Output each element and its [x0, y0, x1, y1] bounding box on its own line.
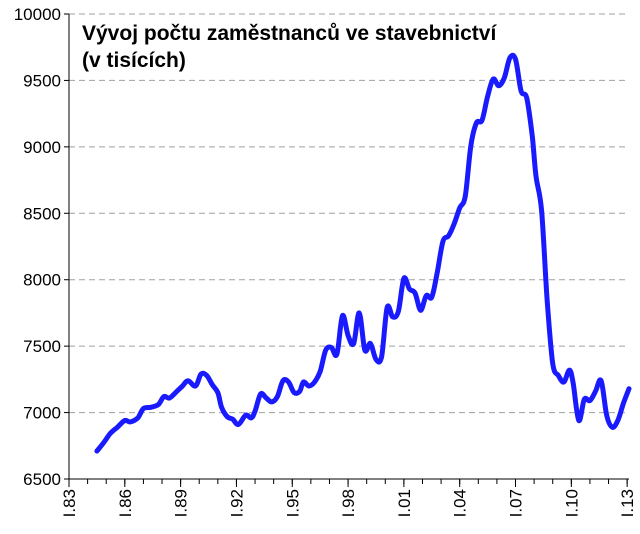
x-tick-label: I.89: [172, 489, 191, 517]
chart-title: Vývoj počtu zaměstnanců ve stavebnictví …: [82, 22, 497, 72]
x-tick-label: I.83: [60, 489, 79, 517]
axes: [64, 13, 629, 487]
x-tick-label: I.98: [339, 489, 358, 517]
grid-lines: [69, 13, 629, 414]
x-tick-label: I.86: [116, 489, 135, 517]
series-line: [94, 52, 632, 454]
x-tick-label: I.10: [562, 489, 581, 517]
x-tick-label: I.07: [507, 489, 526, 517]
chart-title-line-2: (v tisících): [82, 49, 186, 72]
x-tick-label: I.01: [395, 489, 414, 517]
y-tick-label: 6500: [23, 470, 61, 489]
chart-title-line-1: Vývoj počtu zaměstnanců ve stavebnictví: [82, 22, 497, 45]
y-tick-label: 9000: [23, 138, 61, 157]
x-tick-labels: I.83 I.86 I.89 I.92 I.95 I.98 I.01 I.04 I.07 I.10…: [60, 489, 637, 517]
y-tick-label: 8500: [23, 204, 61, 223]
y-tick-labels: 6500 7000 7500 8000 8500 9000 9500 10000: [14, 5, 61, 489]
x-tick-label: I.04: [451, 489, 470, 517]
y-tick-label: 10000: [14, 5, 61, 24]
series-layer: [94, 52, 632, 454]
x-tick-label: I.92: [227, 489, 246, 517]
y-tick-label: 9500: [23, 71, 61, 90]
x-tick-label: I.95: [283, 489, 302, 517]
y-tick-label: 7000: [23, 404, 61, 423]
y-tick-label: 8000: [23, 271, 61, 290]
x-tick-label: I.13: [618, 489, 637, 517]
y-tick-label: 7500: [23, 337, 61, 356]
